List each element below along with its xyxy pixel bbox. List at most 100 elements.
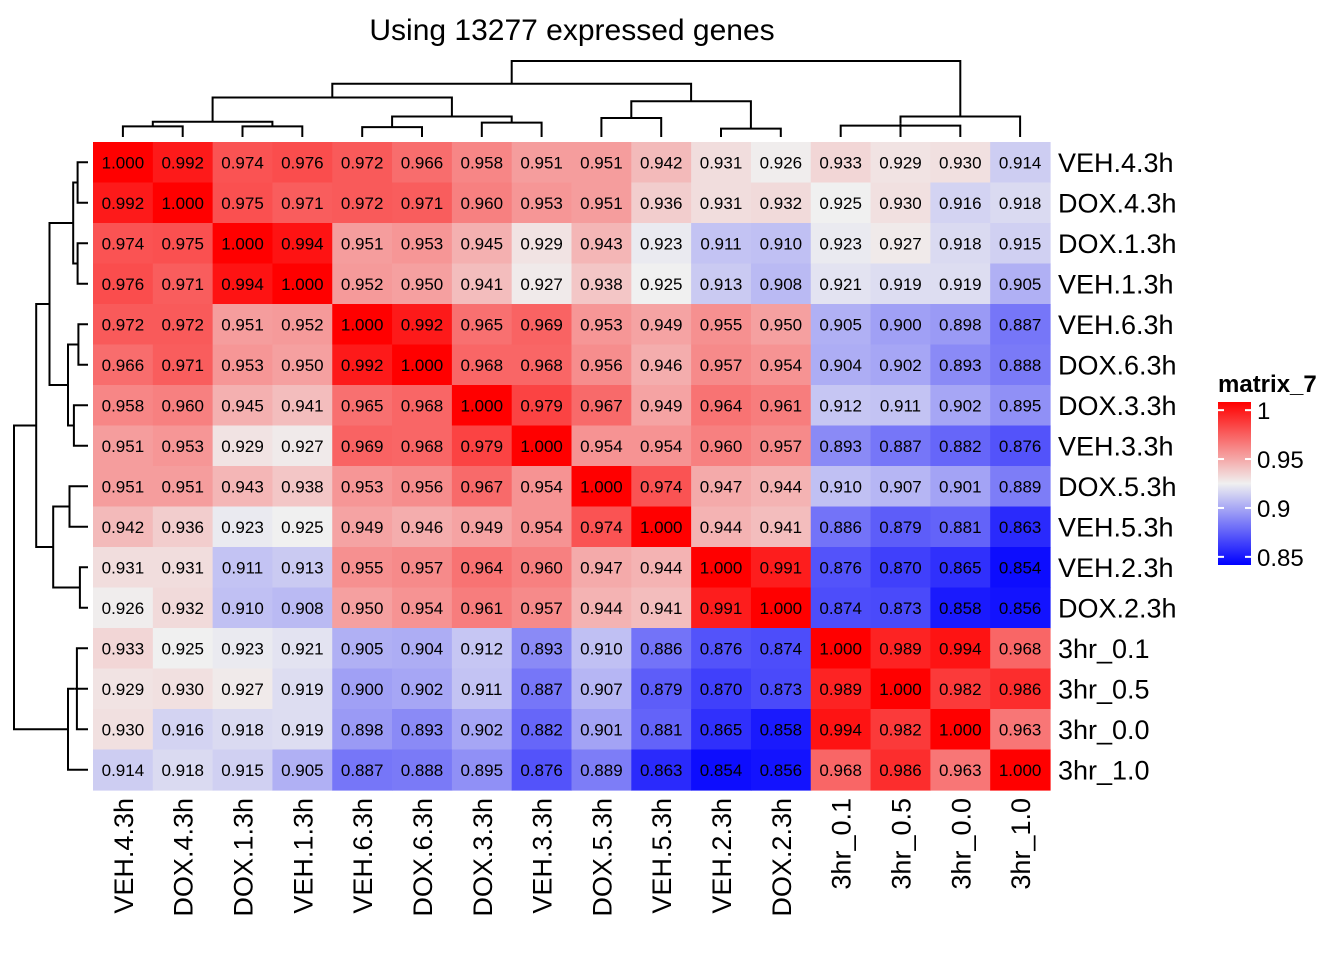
- heatmap-cell: [750, 587, 812, 629]
- cell-value-label: 0.971: [161, 275, 204, 294]
- cell-value-label: 0.964: [700, 396, 743, 415]
- heatmap-cell: [511, 709, 573, 751]
- cell-value-label: 0.879: [640, 680, 683, 699]
- cell-value-label: 0.943: [221, 477, 264, 496]
- cell-value-label: 0.905: [819, 315, 862, 334]
- cell-value-label: 0.916: [161, 720, 204, 739]
- heatmap-cell: [511, 304, 573, 346]
- heatmap-cell: [571, 425, 632, 467]
- column-label: DOX.1.3h: [229, 798, 259, 917]
- heatmap-cell: [152, 182, 214, 224]
- cell-value-label: 1.000: [221, 234, 264, 253]
- heatmap-cell: [212, 506, 274, 548]
- heatmap-cell: [870, 668, 931, 710]
- cell-value-label: 0.986: [999, 680, 1042, 699]
- dendrogram-branch: [720, 127, 782, 137]
- row-label: 3hr_0.1: [1058, 634, 1150, 664]
- cell-value-label: 0.946: [640, 356, 683, 375]
- heatmap-cell: [631, 304, 692, 346]
- row-label: VEH.2.3h: [1058, 553, 1174, 583]
- row-label: DOX.4.3h: [1058, 188, 1177, 218]
- cell-value-label: 0.919: [281, 680, 324, 699]
- heatmap-cell: [332, 344, 393, 386]
- cell-value-label: 0.979: [520, 396, 563, 415]
- heatmap-cell: [152, 709, 214, 751]
- heatmap-cell: [990, 425, 1051, 467]
- cell-value-label: 0.893: [819, 437, 862, 456]
- heatmap-cell: [750, 223, 812, 265]
- cell-value-label: 0.886: [819, 518, 862, 537]
- cell-value-label: 0.918: [999, 194, 1042, 213]
- cell-value-label: 0.976: [102, 275, 145, 294]
- cell-value-label: 0.898: [341, 720, 384, 739]
- cell-value-label: 0.911: [461, 680, 502, 699]
- cell-value-label: 0.927: [520, 275, 563, 294]
- legend-tick-label: 0.85: [1257, 545, 1304, 572]
- cell-value-label: 0.961: [461, 599, 504, 618]
- heatmap-cell: [212, 304, 274, 346]
- cell-value-label: 0.930: [939, 153, 982, 172]
- heatmap-cell: [571, 587, 632, 629]
- cell-value-label: 0.900: [341, 680, 384, 699]
- heatmap-cell: [870, 182, 931, 224]
- cell-value-label: 0.958: [102, 396, 145, 415]
- column-label: DOX.2.3h: [767, 798, 797, 917]
- cell-value-label: 1.000: [461, 396, 504, 415]
- cell-value-label: 0.969: [341, 437, 384, 456]
- heatmap-cell: [870, 425, 931, 467]
- cell-value-label: 0.950: [281, 356, 324, 375]
- heatmap-cell: [392, 344, 453, 386]
- cell-value-label: 0.974: [640, 477, 683, 496]
- heatmap-cell: [152, 385, 214, 427]
- heatmap-cell: [93, 425, 154, 467]
- cell-value-label: 0.967: [580, 396, 623, 415]
- heatmap-cell: [930, 749, 991, 791]
- heatmap-cell: [451, 425, 513, 467]
- cell-value-label: 0.927: [879, 234, 922, 253]
- heatmap-cell: [451, 709, 513, 751]
- cell-value-label: 0.950: [760, 315, 803, 334]
- heatmap-cell: [152, 506, 214, 548]
- cell-value-label: 0.974: [580, 518, 623, 537]
- cell-value-label: 0.931: [700, 153, 743, 172]
- dendrogram-branch: [78, 566, 88, 609]
- cell-value-label: 0.954: [520, 477, 563, 496]
- cell-value-label: 1.000: [401, 356, 444, 375]
- cell-value-label: 0.925: [640, 275, 683, 294]
- dendrogram-branch: [48, 222, 74, 386]
- cell-value-label: 0.905: [341, 639, 384, 658]
- dendrogram-branch: [72, 404, 88, 447]
- dendrogram-branch: [72, 181, 78, 265]
- heatmap-cell: [571, 304, 632, 346]
- cell-value-label: 0.902: [879, 356, 922, 375]
- heatmap-cell: [511, 223, 573, 265]
- cell-value-label: 0.992: [341, 356, 384, 375]
- heatmap-cell: [810, 709, 872, 751]
- heatmap-cell: [930, 304, 991, 346]
- cell-value-label: 0.960: [700, 437, 743, 456]
- cell-value-label: 0.949: [341, 518, 384, 537]
- cell-value-label: 0.910: [819, 477, 862, 496]
- heatmap-cell: [93, 263, 154, 305]
- cell-value-label: 0.946: [401, 518, 444, 537]
- cell-value-label: 0.969: [520, 315, 563, 334]
- heatmap-cell: [332, 223, 393, 265]
- heatmap-cell: [511, 344, 573, 386]
- heatmap-cell: [332, 709, 393, 751]
- dendrogram-branch: [13, 424, 68, 731]
- cell-value-label: 0.929: [221, 437, 264, 456]
- heatmap-cell: [212, 709, 274, 751]
- heatmap-cell: [990, 587, 1051, 629]
- cell-value-label: 0.874: [760, 639, 803, 658]
- cell-value-label: 0.954: [520, 518, 563, 537]
- heatmap-cell: [631, 506, 692, 548]
- heatmap-cell: [571, 263, 632, 305]
- dendrogram-branch: [630, 100, 752, 129]
- cell-value-label: 0.876: [999, 437, 1042, 456]
- cell-value-label: 0.950: [341, 599, 384, 618]
- cell-value-label: 1.000: [760, 599, 803, 618]
- heatmap-cell: [152, 628, 214, 670]
- heatmap-cell: [990, 263, 1051, 305]
- heatmap-cell: [392, 142, 453, 184]
- heatmap-cell: [152, 466, 214, 508]
